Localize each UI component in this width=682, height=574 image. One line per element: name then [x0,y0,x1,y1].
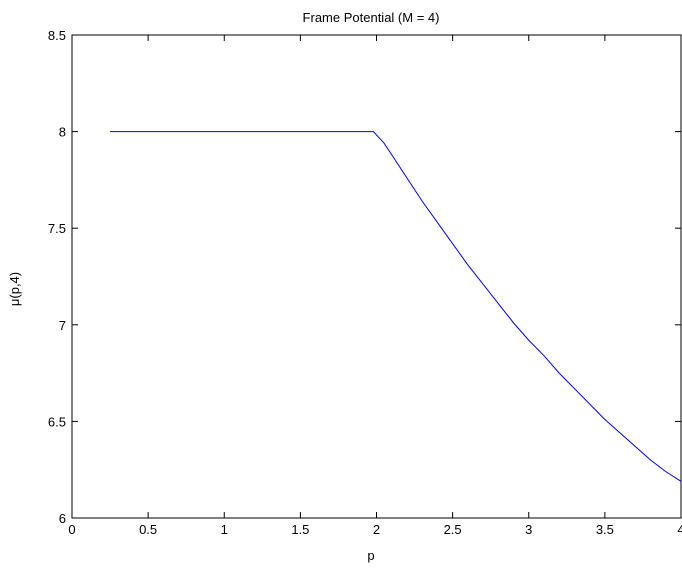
series-line [110,131,682,482]
x-tick-label: 4 [677,522,682,537]
x-tick-label: 3.5 [596,522,614,537]
y-tick-label: 6 [59,511,66,526]
y-axis: 6 6.5 7 7.5 8 8.5 [48,28,681,526]
y-tick-label: 7 [59,318,66,333]
y-axis-label: μ(p,4) [7,272,22,306]
x-tick-label: 1.5 [291,522,309,537]
series-layer [110,131,682,482]
x-tick-label: 2.5 [444,522,462,537]
y-tick-label: 7.5 [48,221,66,236]
plot-frame [71,34,682,519]
x-axis-label: p [367,548,374,563]
y-tick-label: 6.5 [48,414,66,429]
chart-title: Frame Potential (M = 4) [303,10,440,25]
x-tick-label: 0 [68,522,75,537]
x-tick-label: 3 [525,522,532,537]
x-tick-label: 0.5 [139,522,157,537]
x-tick-label: 1 [221,522,228,537]
y-tick-label: 8.5 [48,28,66,43]
x-axis: 0 0.5 1 1.5 2 2.5 3 3.5 4 [68,35,682,537]
x-tick-label: 2 [373,522,380,537]
y-tick-label: 8 [59,125,66,140]
